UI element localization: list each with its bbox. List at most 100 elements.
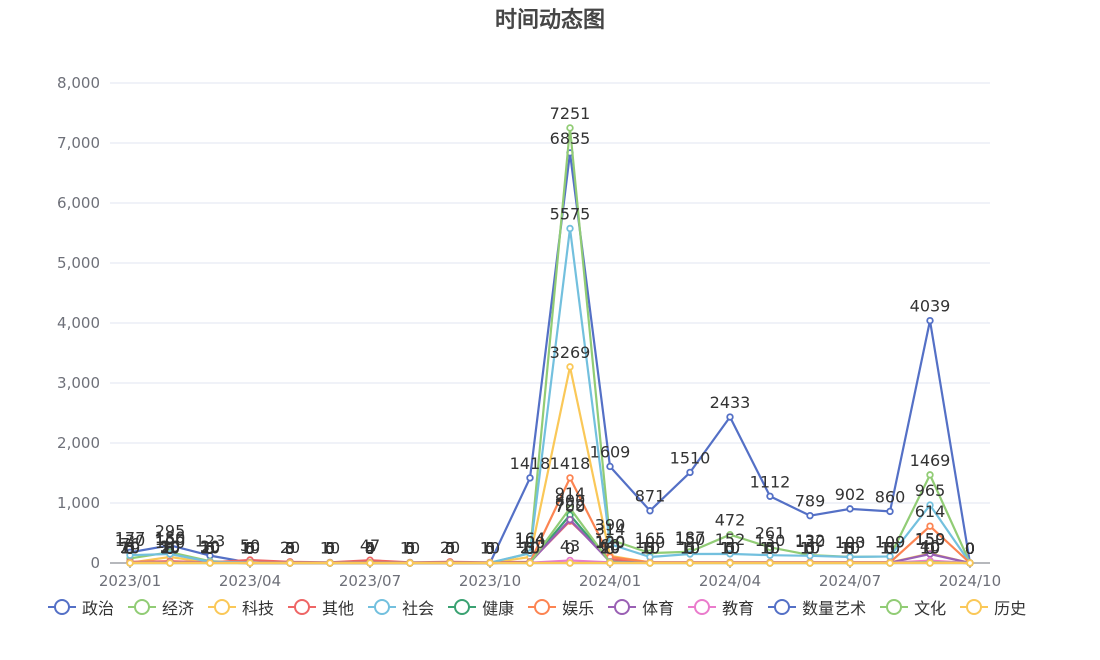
data-label: 0 xyxy=(445,539,455,558)
data-point[interactable] xyxy=(766,551,774,559)
data-label: 30 xyxy=(200,537,220,556)
data-point[interactable] xyxy=(446,559,454,567)
data-point[interactable] xyxy=(606,462,614,471)
data-point[interactable] xyxy=(766,543,774,552)
data-label: 0 xyxy=(485,539,495,558)
data-point[interactable] xyxy=(726,559,734,567)
data-point[interactable] xyxy=(646,559,654,567)
data-point[interactable] xyxy=(606,540,614,548)
data-point[interactable] xyxy=(926,550,934,558)
data-point[interactable] xyxy=(566,559,574,567)
data-point[interactable] xyxy=(566,363,574,371)
data-point[interactable] xyxy=(966,559,974,567)
data-point[interactable] xyxy=(366,559,374,567)
data-point[interactable] xyxy=(126,551,134,559)
data-label: 0 xyxy=(485,539,495,558)
data-point[interactable] xyxy=(686,559,694,567)
data-point[interactable] xyxy=(726,413,734,421)
data-label: 0 xyxy=(485,539,495,558)
data-point[interactable] xyxy=(726,530,734,539)
data-point[interactable] xyxy=(926,501,934,509)
legend-item-其他[interactable]: 其他 xyxy=(288,596,354,618)
data-label: 130 xyxy=(115,531,146,550)
data-point[interactable] xyxy=(526,559,534,567)
legend-item-娱乐[interactable]: 娱乐 xyxy=(528,596,594,618)
data-point[interactable] xyxy=(526,549,534,557)
legend-item-数量艺术[interactable]: 数量艺术 xyxy=(768,596,866,618)
series-line-社会[interactable] xyxy=(129,227,971,564)
data-label: 0 xyxy=(965,539,975,558)
legend-marker-icon xyxy=(288,599,317,615)
data-label: 10 xyxy=(240,538,260,557)
legend-item-社会[interactable]: 社会 xyxy=(368,596,434,618)
legend-item-政治[interactable]: 政治 xyxy=(48,596,114,618)
legend-item-经济[interactable]: 经济 xyxy=(128,596,194,618)
data-point[interactable] xyxy=(766,492,774,500)
data-point[interactable] xyxy=(606,559,614,567)
data-point[interactable] xyxy=(686,550,694,558)
data-point[interactable] xyxy=(566,504,574,512)
data-point[interactable] xyxy=(926,316,934,325)
data-label: 0 xyxy=(365,539,375,558)
series-lines xyxy=(126,124,974,567)
data-point[interactable] xyxy=(246,559,254,567)
data-label: 0 xyxy=(765,539,775,558)
data-point[interactable] xyxy=(166,559,174,567)
data-label: 5 xyxy=(165,539,175,558)
legend-item-科技[interactable]: 科技 xyxy=(208,596,274,618)
data-label: 1418 xyxy=(510,454,551,473)
data-label: 1469 xyxy=(910,451,951,470)
data-point[interactable] xyxy=(286,559,294,567)
data-label: 965 xyxy=(915,481,946,500)
data-point[interactable] xyxy=(886,559,894,567)
data-point[interactable] xyxy=(126,559,134,567)
legend-label: 其他 xyxy=(322,599,355,618)
data-point[interactable] xyxy=(646,507,654,515)
data-label: 0 xyxy=(405,539,415,558)
data-point[interactable] xyxy=(566,515,574,524)
legend-item-历史[interactable]: 历史 xyxy=(960,596,1026,618)
data-point[interactable] xyxy=(806,559,814,567)
data-point[interactable] xyxy=(686,468,694,477)
data-label: 0 xyxy=(365,539,375,558)
data-point[interactable] xyxy=(526,474,534,482)
data-label: 0 xyxy=(485,539,495,558)
legend-item-体育[interactable]: 体育 xyxy=(608,596,674,618)
data-point[interactable] xyxy=(406,559,414,567)
data-label: 871 xyxy=(635,487,666,506)
data-point[interactable] xyxy=(166,550,174,558)
data-point[interactable] xyxy=(926,471,934,479)
data-point[interactable] xyxy=(206,559,214,567)
data-label: 120 xyxy=(795,532,826,551)
data-point[interactable] xyxy=(326,559,334,567)
data-label: 0 xyxy=(565,539,575,558)
data-point[interactable] xyxy=(886,507,894,516)
data-point[interactable] xyxy=(806,511,814,520)
x-tick-label: 2024/01 xyxy=(579,572,641,590)
legend-item-教育[interactable]: 教育 xyxy=(688,596,754,618)
data-point[interactable] xyxy=(846,559,854,567)
data-label: 10 xyxy=(840,538,860,557)
data-point[interactable] xyxy=(566,474,574,482)
data-point[interactable] xyxy=(726,550,734,558)
data-point[interactable] xyxy=(566,224,574,233)
data-label: 20 xyxy=(280,538,300,557)
data-point[interactable] xyxy=(926,522,934,530)
data-label: 10 xyxy=(760,538,780,557)
data-point[interactable] xyxy=(766,559,774,567)
data-point[interactable] xyxy=(926,559,934,567)
data-label: 5 xyxy=(405,539,415,558)
data-label: 5 xyxy=(485,539,495,558)
x-tick-label: 2024/07 xyxy=(819,572,881,590)
legend-item-文化[interactable]: 文化 xyxy=(880,596,946,618)
data-label: 5 xyxy=(205,539,215,558)
data-label: 0 xyxy=(285,539,295,558)
legend-item-健康[interactable]: 健康 xyxy=(448,596,514,618)
data-point[interactable] xyxy=(566,124,574,132)
data-label: 5 xyxy=(205,539,215,558)
data-point[interactable] xyxy=(806,552,814,560)
data-label: 0 xyxy=(405,539,415,558)
data-point[interactable] xyxy=(846,505,854,513)
data-point[interactable] xyxy=(486,559,494,567)
data-point[interactable] xyxy=(166,541,174,549)
